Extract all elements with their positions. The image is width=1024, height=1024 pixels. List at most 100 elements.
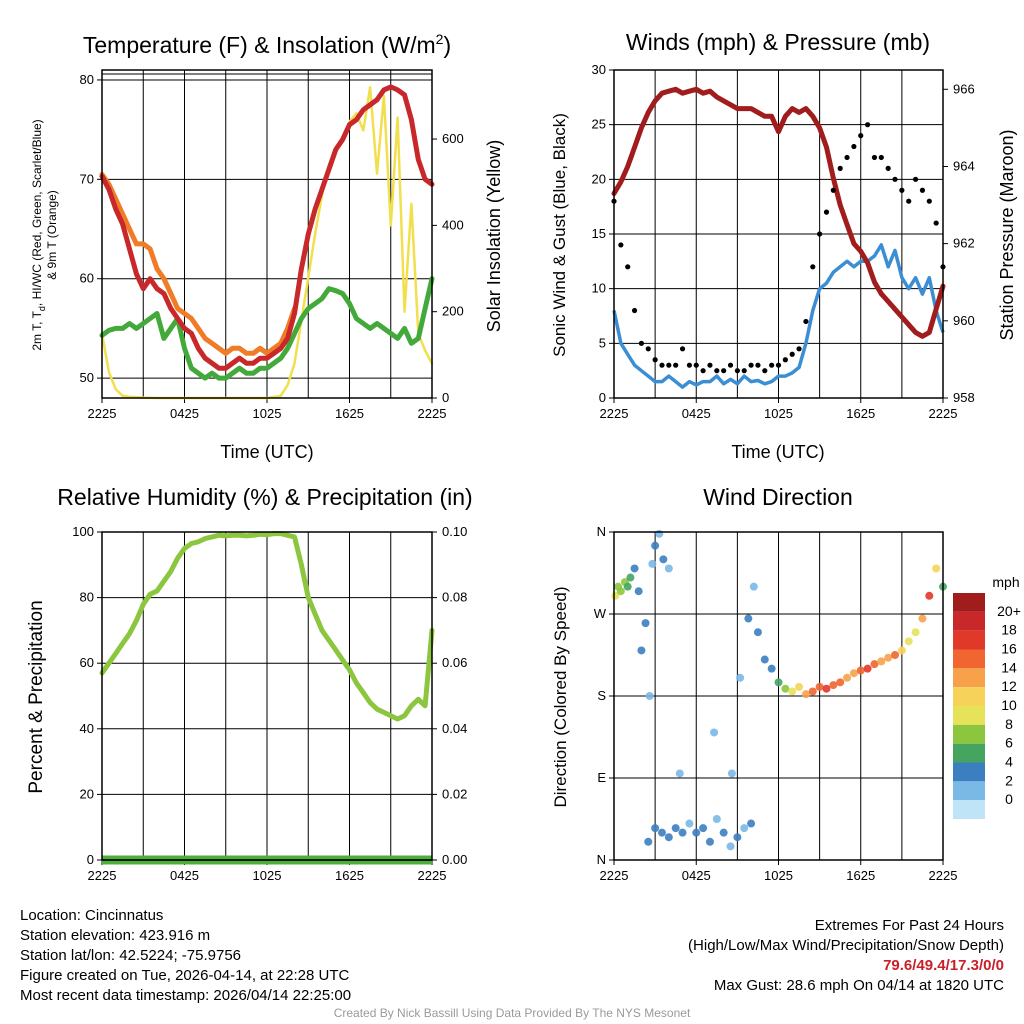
direction-point	[634, 587, 643, 596]
y-tick-label: 10	[592, 281, 606, 296]
direction-point	[740, 824, 749, 833]
direction-point	[753, 628, 762, 637]
humidity-title: Relative Humidity (%) & Precipitation (i…	[57, 484, 472, 510]
colorbar-label: 16	[1001, 641, 1017, 657]
direction-point	[925, 591, 934, 600]
gust-point	[796, 346, 802, 352]
x-tick-label: 0425	[682, 406, 711, 421]
direction-point	[659, 555, 668, 564]
max-gust-text: Max Gust: 28.6 mph On 04/14 at 1820 UTC	[713, 977, 1004, 994]
temperature-right-axis-label: Solar Insolation (Yellow)	[484, 140, 504, 332]
y-tick-label: 0	[599, 390, 606, 405]
gust-point	[625, 264, 631, 270]
latlon-text: Station lat/lon: 42.5224; -75.9756	[20, 947, 242, 964]
y-tick-label: 30	[592, 62, 606, 77]
y-tick-label: E	[597, 770, 606, 785]
direction-point	[664, 564, 673, 573]
gust-point	[817, 231, 823, 237]
gust-point	[899, 187, 905, 193]
credit-text: Created By Nick Bassill Using Data Provi…	[333, 1006, 691, 1020]
gust-point	[878, 154, 884, 161]
direction-point	[884, 653, 893, 662]
direction-point	[904, 637, 913, 646]
y-tick-label: 40	[80, 721, 94, 736]
x-tick-label: 1625	[846, 406, 875, 421]
gust-point	[912, 176, 919, 182]
direction-point	[801, 690, 810, 699]
temperature-plot-area: 2225 0425 1025 1625 2225 80 70 60 50 600 400 200 0	[80, 69, 464, 421]
direction-point	[641, 619, 650, 628]
direction-point	[911, 628, 920, 637]
direction-point	[736, 673, 745, 682]
direction-point	[699, 824, 708, 833]
y-right-tick-label: 964	[953, 158, 975, 173]
gust-point	[919, 187, 926, 193]
x-tick-label: 0425	[170, 868, 199, 883]
colorbar-label: 0	[1005, 791, 1013, 807]
direction-point	[623, 582, 632, 591]
y-right-tick-label: 0.02	[442, 786, 467, 801]
direction-point	[651, 824, 660, 833]
gust-point	[885, 165, 891, 171]
gust-point	[693, 362, 699, 368]
direction-point	[767, 664, 776, 673]
direction-point	[815, 682, 824, 691]
direction-point	[644, 837, 653, 846]
gust-point	[892, 176, 898, 182]
series-line-station-pressure	[611, 86, 946, 339]
direction-point	[671, 824, 680, 833]
y-tick-label: N	[597, 852, 606, 867]
direction-point	[877, 657, 886, 666]
y-tick-label: S	[597, 688, 606, 703]
direction-point	[749, 582, 758, 591]
gust-point	[871, 154, 878, 161]
direction-point	[747, 819, 756, 828]
gust-point	[631, 307, 638, 314]
gust-point	[741, 368, 747, 374]
y-right-tick-label: 400	[442, 217, 464, 232]
direction-point	[863, 664, 872, 673]
y-right-tick-label: 960	[953, 313, 975, 328]
y-right-tick-label: 0.04	[442, 721, 467, 736]
direction-point	[918, 614, 927, 623]
gust-point	[638, 340, 645, 346]
humidity-panel: Relative Humidity (%) & Precipitation (i…	[26, 484, 473, 883]
direction-point	[651, 541, 660, 550]
series-line-td-green	[99, 276, 435, 381]
y-right-tick-label: 962	[953, 236, 975, 251]
y-tick-label: W	[594, 606, 607, 621]
direction-point	[616, 587, 625, 596]
winds-x-axis-label: Time (UTC)	[731, 442, 824, 462]
gust-point	[906, 198, 912, 204]
direction-point	[664, 833, 673, 842]
colorbar-swatch	[953, 611, 985, 631]
direction-point	[712, 815, 721, 823]
y-right-tick-label: 600	[442, 131, 464, 146]
gust-point	[830, 187, 836, 193]
direction-point	[727, 769, 736, 778]
direction-point	[744, 614, 753, 623]
colorbar-label: 18	[1001, 622, 1017, 638]
gust-point	[844, 154, 850, 161]
direction-point	[678, 828, 687, 837]
gust-point	[789, 351, 795, 357]
colorbar-label: 4	[1005, 754, 1013, 770]
gust-point	[837, 165, 843, 171]
y-tick-label: 80	[80, 590, 94, 605]
station-info: Location: Cincinnatus Station elevation:…	[20, 906, 351, 1006]
humidity-left-axis-label: Percent & Precipitation	[26, 600, 47, 793]
plot-border	[101, 69, 433, 399]
created-text: Figure created on Tue, 2026-04-14, at 22…	[20, 967, 350, 984]
direction-point	[645, 692, 654, 700]
plot-border	[101, 531, 433, 861]
y-right-tick-label: 0	[442, 390, 449, 405]
gust-point	[679, 346, 686, 352]
direction-point	[630, 564, 639, 573]
gust-point	[810, 264, 816, 270]
colorbar-label: 20+	[997, 603, 1021, 619]
direction-point	[648, 559, 657, 568]
temperature-title: Temperature (F) & Insolation (W/m2)	[83, 31, 451, 58]
x-tick-label: 0425	[682, 868, 711, 883]
y-tick-label: 60	[80, 655, 94, 670]
location-text: Location: Cincinnatus	[20, 907, 164, 924]
